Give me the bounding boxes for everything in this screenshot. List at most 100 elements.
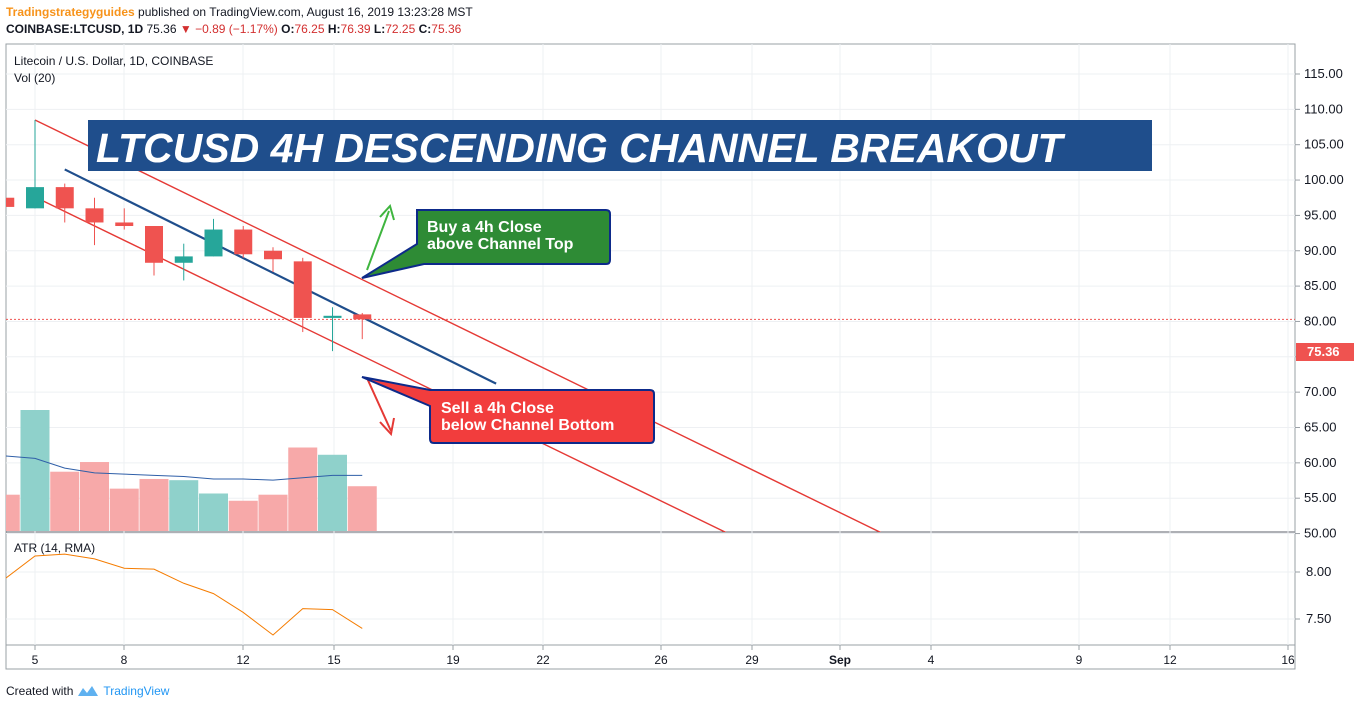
candle-body <box>323 315 342 318</box>
price-change: −0.89 (−1.17%) <box>195 22 278 36</box>
low-label: L: <box>373 22 386 36</box>
banner-title: LTCUSD 4H DESCENDING CHANNEL BREAKOUT <box>96 125 1066 171</box>
candle-body <box>353 314 372 320</box>
tradingview-brand[interactable]: TradingView <box>103 684 170 698</box>
price-axis[interactable]: 115.00 110.00 105.00 100.00 95.00 90.00 85.00 8… <box>1295 66 1344 541</box>
price-tick-label: 70.00 <box>1304 384 1337 399</box>
published-text: published on TradingView.com, August 16,… <box>138 5 473 19</box>
time-tick-label: 26 <box>654 653 668 667</box>
close-value: 75.36 <box>431 22 462 36</box>
volume-label: Vol (20) <box>14 71 55 85</box>
atr-tick-label: 7.50 <box>1306 611 1331 626</box>
volume-bars <box>6 410 377 531</box>
time-tick-label: 5 <box>32 653 39 667</box>
footer: Created with TradingView <box>6 684 169 698</box>
channel-lower-line[interactable] <box>34 196 728 534</box>
candle-body <box>234 229 253 255</box>
open-label: O: <box>281 22 295 36</box>
candle-body <box>145 226 163 263</box>
atr-line <box>6 553 363 636</box>
price-tick-label: 115.00 <box>1304 66 1343 81</box>
time-tick-label: 15 <box>327 653 341 667</box>
price-tick-label: 50.00 <box>1304 526 1337 541</box>
candle-body <box>55 187 74 209</box>
candle-body <box>264 250 282 260</box>
buy-callout[interactable] <box>361 209 611 279</box>
time-tick-label: 16 <box>1281 653 1295 667</box>
volume-bar <box>6 494 20 531</box>
buy-callout-line2: above Channel Top <box>427 236 574 253</box>
time-tick-label: 29 <box>745 653 759 667</box>
volume-bar <box>169 480 199 531</box>
candle-body <box>293 261 312 318</box>
title-banner <box>88 120 1152 171</box>
created-with-text: Created with <box>6 684 74 698</box>
sell-arrow-icon <box>366 377 395 437</box>
volume-bar <box>20 410 50 531</box>
volume-bar <box>109 488 139 531</box>
sell-callout-line2: below Channel Bottom <box>441 417 614 434</box>
volume-bar <box>258 494 288 531</box>
sell-callout-line1: Sell a 4h Close <box>441 400 554 417</box>
price-tick-label: 90.00 <box>1304 243 1337 258</box>
volume-bar <box>288 447 318 531</box>
candle-body <box>204 229 223 257</box>
time-tick-label: 12 <box>236 653 250 667</box>
price-tick-label: 60.00 <box>1304 455 1337 470</box>
volume-bar <box>228 500 258 531</box>
candle-body <box>85 208 104 223</box>
atr-tick-label: 8.00 <box>1306 564 1331 579</box>
candle-body <box>174 256 193 263</box>
high-label: H: <box>327 22 341 36</box>
open-value: 76.25 <box>294 22 325 36</box>
volume-bar <box>139 478 169 531</box>
price-tick-label: 55.00 <box>1304 490 1337 505</box>
last-price: 75.36 <box>146 22 177 36</box>
price-tick-label: 85.00 <box>1304 278 1337 293</box>
volume-bar <box>318 454 347 531</box>
candles <box>6 119 372 352</box>
channel-upper-line[interactable] <box>34 119 883 534</box>
symbol-label: COINBASE:LTCUSD, 1D <box>6 22 144 36</box>
price-tick-label: 65.00 <box>1304 420 1337 435</box>
time-tick-label: 22 <box>536 653 550 667</box>
last-price-label: 75.36 <box>1307 344 1340 359</box>
sell-callout[interactable] <box>361 376 655 444</box>
atr-label: ATR (14, RMA) <box>14 541 95 555</box>
price-tick-label: 95.00 <box>1304 207 1337 222</box>
atr-axis[interactable]: 8.00 7.50 <box>1295 564 1331 626</box>
tradingview-logo-icon <box>78 686 99 696</box>
candle-body <box>115 222 134 227</box>
symbol-info: COINBASE:LTCUSD, 1D 75.36 ▼ −0.89 (−1.17… <box>6 22 461 36</box>
channel-middle-line[interactable] <box>64 168 497 385</box>
down-arrow-icon: ▼ <box>179 22 192 36</box>
high-value: 76.39 <box>340 22 371 36</box>
time-tick-label: 12 <box>1163 653 1177 667</box>
price-tick-label: 80.00 <box>1304 313 1337 328</box>
time-tick-label: 9 <box>1076 653 1083 667</box>
buy-arrow-icon <box>366 203 395 271</box>
time-axis[interactable]: 5 8 12 15 19 22 26 29 Sep 4 9 12 16 <box>32 645 1295 667</box>
publisher-name[interactable]: Tradingstrategyguides <box>6 5 135 19</box>
price-tick-label: 105.00 <box>1304 137 1344 152</box>
time-tick-label: Sep <box>829 653 851 667</box>
volume-ma-line <box>6 455 363 481</box>
candle-body <box>26 187 44 209</box>
last-price-box <box>1296 343 1354 361</box>
time-tick-label: 19 <box>446 653 460 667</box>
low-value: 72.25 <box>385 22 416 36</box>
price-tick-label: 100.00 <box>1304 172 1344 187</box>
volume-bar <box>50 471 80 531</box>
volume-bar <box>347 486 377 531</box>
pane-title: Litecoin / U.S. Dollar, 1D, COINBASE <box>14 54 213 68</box>
candle-body <box>6 197 15 207</box>
time-tick-label: 8 <box>121 653 128 667</box>
volume-bar <box>80 462 109 531</box>
price-tick-label: 110.00 <box>1304 101 1343 116</box>
publish-info: Tradingstrategyguides published on Tradi… <box>6 5 473 19</box>
close-label: C: <box>418 22 432 36</box>
volume-bar <box>199 493 228 531</box>
buy-callout-line1: Buy a 4h Close <box>427 219 542 236</box>
time-tick-label: 4 <box>928 653 935 667</box>
